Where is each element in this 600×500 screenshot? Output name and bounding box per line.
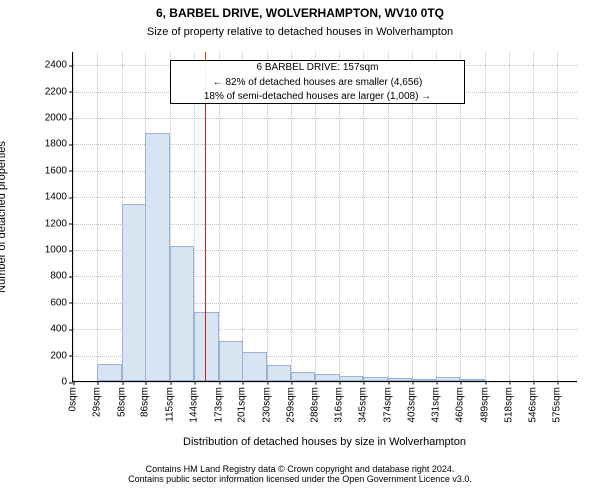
x-tick-label: 316sqm bbox=[333, 381, 344, 423]
y-tick-label: 800 bbox=[50, 271, 73, 282]
histogram-bar bbox=[219, 341, 243, 381]
y-axis-label: Number of detached properties bbox=[0, 141, 8, 293]
histogram-bar bbox=[291, 372, 315, 381]
histogram-bar bbox=[97, 364, 121, 381]
x-tick-label: 575sqm bbox=[551, 381, 562, 423]
gridline-v bbox=[97, 52, 98, 381]
x-tick-label: 288sqm bbox=[310, 381, 321, 423]
histogram-bar bbox=[412, 379, 436, 381]
x-tick-label: 489sqm bbox=[479, 381, 490, 423]
y-tick-label: 400 bbox=[50, 324, 73, 335]
attribution: Contains HM Land Registry data © Crown c… bbox=[0, 464, 600, 484]
x-tick-label: 403sqm bbox=[407, 381, 418, 423]
x-tick-label: 345sqm bbox=[358, 381, 369, 423]
gridline-v bbox=[557, 52, 558, 381]
annotation-box: 6 BARBEL DRIVE: 157sqm ← 82% of detached… bbox=[170, 60, 465, 104]
x-tick-label: 173sqm bbox=[213, 381, 224, 423]
x-tick-label: 0sqm bbox=[68, 381, 79, 411]
gridline-h bbox=[73, 118, 577, 119]
attribution-line: Contains HM Land Registry data © Crown c… bbox=[0, 464, 600, 474]
histogram-bar bbox=[145, 133, 169, 381]
x-tick-label: 29sqm bbox=[92, 381, 103, 417]
chart-subtitle: Size of property relative to detached ho… bbox=[0, 26, 600, 38]
x-tick-label: 431sqm bbox=[430, 381, 441, 423]
x-axis-label: Distribution of detached houses by size … bbox=[72, 436, 577, 448]
annotation-line: ← 82% of detached houses are smaller (4,… bbox=[171, 76, 464, 91]
gridline-v bbox=[533, 52, 534, 381]
y-tick-label: 1400 bbox=[45, 192, 73, 203]
x-tick-label: 115sqm bbox=[164, 381, 175, 422]
histogram-chart: 6, BARBEL DRIVE, WOLVERHAMPTON, WV10 0TQ… bbox=[0, 0, 600, 500]
x-tick-label: 374sqm bbox=[382, 381, 393, 423]
y-tick-label: 200 bbox=[50, 350, 73, 361]
y-tick-label: 2400 bbox=[45, 60, 73, 71]
y-tick-label: 2000 bbox=[45, 113, 73, 124]
histogram-bar bbox=[170, 246, 194, 381]
histogram-bar bbox=[315, 374, 339, 381]
y-tick-label: 2200 bbox=[45, 86, 73, 97]
x-tick-label: 230sqm bbox=[261, 381, 272, 423]
y-tick-label: 1600 bbox=[45, 165, 73, 176]
gridline-v bbox=[485, 52, 486, 381]
histogram-bar bbox=[122, 204, 146, 381]
annotation-line: 18% of semi-detached houses are larger (… bbox=[171, 90, 464, 105]
x-tick-label: 460sqm bbox=[455, 381, 466, 423]
gridline-v bbox=[509, 52, 510, 381]
x-tick-label: 86sqm bbox=[140, 381, 151, 417]
histogram-bar bbox=[267, 365, 291, 381]
x-tick-label: 58sqm bbox=[116, 381, 127, 417]
annotation-line: 6 BARBEL DRIVE: 157sqm bbox=[171, 61, 464, 76]
histogram-bar bbox=[436, 377, 460, 381]
y-tick-label: 1000 bbox=[45, 245, 73, 256]
chart-title: 6, BARBEL DRIVE, WOLVERHAMPTON, WV10 0TQ bbox=[0, 6, 600, 20]
histogram-bar bbox=[242, 352, 266, 381]
histogram-bar bbox=[388, 378, 412, 381]
attribution-line: Contains public sector information licen… bbox=[0, 474, 600, 484]
y-tick-label: 1200 bbox=[45, 218, 73, 229]
x-tick-label: 546sqm bbox=[527, 381, 538, 423]
x-tick-label: 259sqm bbox=[285, 381, 296, 423]
x-tick-label: 518sqm bbox=[503, 381, 514, 423]
histogram-bar bbox=[460, 379, 484, 381]
gridline-v bbox=[73, 52, 74, 381]
y-tick-label: 600 bbox=[50, 297, 73, 308]
histogram-bar bbox=[194, 312, 218, 381]
y-tick-label: 1800 bbox=[45, 139, 73, 150]
x-tick-label: 201sqm bbox=[237, 381, 248, 423]
histogram-bar bbox=[339, 376, 363, 381]
x-tick-label: 144sqm bbox=[189, 381, 200, 423]
histogram-bar bbox=[363, 377, 387, 381]
